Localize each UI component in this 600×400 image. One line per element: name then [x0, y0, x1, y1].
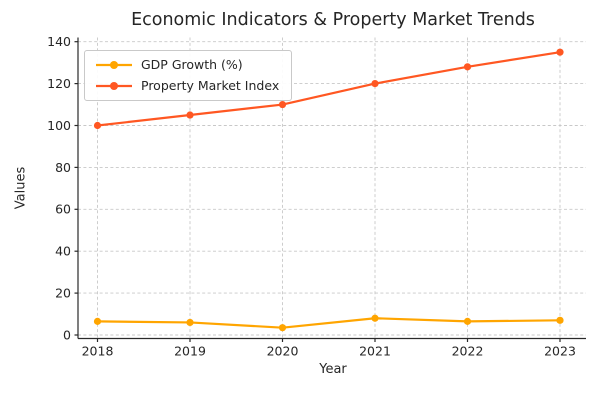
data-point: [186, 318, 194, 327]
data-point: [371, 80, 379, 88]
data-point: [278, 324, 287, 332]
legend-item-0: GDP Growth (%): [95, 55, 279, 74]
x-tick-label: 2021: [359, 344, 391, 359]
x-tick-label: 2022: [452, 344, 484, 359]
data-point: [463, 63, 472, 71]
legend-label: Property Market Index: [141, 78, 280, 93]
data-point: [556, 48, 564, 56]
y-tick-label: 80: [55, 160, 71, 175]
y-tick-label: 20: [55, 286, 71, 301]
data-point: [186, 111, 194, 119]
data-point: [93, 121, 102, 130]
y-axis-label: Values: [13, 166, 29, 210]
data-point: [93, 317, 102, 325]
data-point: [463, 317, 472, 325]
legend-item-1: Property Market Index: [95, 76, 279, 95]
data-point: [278, 100, 287, 109]
data-point: [556, 316, 564, 324]
legend: GDP Growth (%) Property Market Index: [84, 50, 293, 101]
chart-title: Economic Indicators & Property Market Tr…: [131, 10, 535, 30]
x-tick-label: 2023: [544, 344, 576, 359]
legend-label: GDP Growth (%): [141, 57, 243, 72]
x-axis-label: Year: [319, 362, 347, 377]
data-point: [371, 314, 379, 322]
series-line-1: [96, 51, 562, 127]
y-tick-label: 140: [47, 34, 71, 49]
x-tick-label: 2019: [174, 344, 206, 359]
legend-swatch-icon: [96, 60, 132, 69]
legend-swatch-icon: [96, 81, 132, 90]
y-tick-label: 40: [55, 244, 71, 259]
y-tick-label: 100: [47, 118, 71, 133]
y-tick-label: 60: [55, 202, 71, 217]
y-tick-label: 0: [63, 327, 71, 342]
series-line-0: [96, 317, 562, 329]
x-tick-label: 2020: [267, 344, 299, 359]
x-tick-label: 2018: [82, 344, 114, 359]
y-tick-label: 120: [47, 76, 71, 91]
